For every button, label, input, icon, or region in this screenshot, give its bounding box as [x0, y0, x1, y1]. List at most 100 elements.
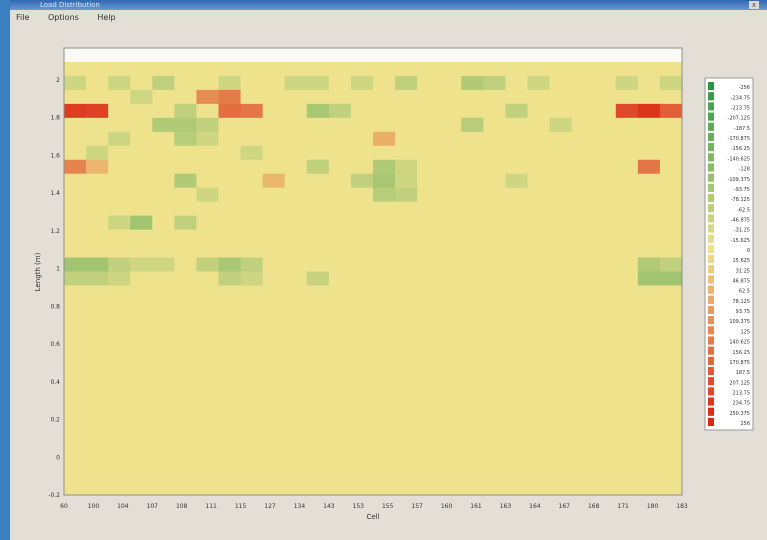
heatmap-cell — [395, 299, 418, 314]
heatmap-cell — [108, 243, 131, 259]
heatmap-cell — [417, 285, 440, 300]
heatmap-cell — [439, 299, 462, 314]
heatmap-cell — [505, 439, 528, 454]
heatmap-cell — [527, 341, 551, 356]
heatmap-cell — [64, 103, 87, 119]
close-button[interactable]: x — [749, 1, 759, 9]
heatmap-cell — [152, 48, 175, 63]
heatmap-cell — [350, 89, 374, 105]
heatmap-cell — [218, 327, 242, 342]
heatmap-cell — [549, 117, 573, 133]
heatmap-cell — [659, 481, 683, 496]
heatmap-cell — [461, 453, 484, 468]
heatmap-cell — [417, 215, 440, 231]
x-tick-label: 157 — [411, 503, 423, 510]
heatmap-cell — [417, 257, 440, 272]
heatmap-cell — [637, 313, 661, 328]
title-bar[interactable]: Load Distribution x — [10, 0, 767, 10]
heatmap-cell — [218, 75, 242, 91]
heatmap-cell — [174, 48, 197, 63]
heatmap-cell — [439, 257, 462, 272]
heatmap-cell — [439, 355, 462, 370]
menu-help[interactable]: Help — [97, 13, 116, 22]
heatmap-cell — [593, 257, 617, 272]
heatmap-cell — [262, 89, 286, 105]
heatmap-cell — [615, 481, 639, 496]
heatmap-cell — [130, 341, 153, 356]
heatmap-cell — [306, 173, 330, 189]
heatmap-cell — [483, 397, 506, 412]
legend-label: 213.75 — [733, 390, 751, 396]
heatmap-cell — [328, 383, 352, 398]
heatmap-cell — [439, 173, 462, 189]
heatmap-cell — [130, 425, 153, 440]
heatmap-cell — [306, 411, 330, 426]
heatmap-cell — [615, 103, 639, 119]
heatmap-cell — [86, 229, 109, 245]
heatmap-cell — [395, 187, 418, 203]
heatmap-cell — [439, 201, 462, 217]
heatmap-cell — [571, 341, 595, 356]
heatmap-cell — [461, 257, 484, 272]
legend-label: -128 — [739, 167, 750, 173]
heatmap-cell — [483, 145, 506, 161]
heatmap-cell — [373, 89, 396, 105]
heatmap-cell — [130, 257, 153, 272]
y-tick-label: -0.2 — [48, 492, 60, 499]
heatmap-cell — [130, 439, 153, 454]
heatmap-cell — [350, 229, 374, 245]
heatmap-cell — [240, 467, 264, 482]
heatmap-cell — [549, 383, 573, 398]
heatmap-cell — [483, 341, 506, 356]
heatmap-cell — [108, 201, 131, 217]
heatmap-cell — [262, 201, 286, 217]
heatmap-cell — [240, 411, 264, 426]
heatmap-cell — [615, 117, 639, 133]
heatmap-cell — [108, 453, 131, 468]
heatmap-cell — [240, 159, 264, 175]
heatmap-cell — [659, 327, 683, 342]
heatmap-cell — [174, 257, 197, 272]
heatmap-cell — [130, 215, 153, 231]
menu-file[interactable]: File — [16, 13, 30, 22]
heatmap-cell — [328, 215, 352, 231]
menu-options[interactable]: Options — [47, 13, 79, 22]
heatmap-cell — [549, 327, 573, 342]
heatmap-cell — [439, 61, 462, 77]
heatmap-cell — [461, 313, 484, 328]
heatmap-cell — [373, 243, 396, 259]
legend-label: 31.25 — [736, 268, 750, 274]
heatmap-cell — [439, 75, 462, 91]
heatmap-cell — [218, 131, 242, 147]
heatmap-cell — [284, 229, 308, 245]
heatmap-cell — [417, 299, 440, 314]
legend-swatch — [708, 346, 714, 355]
heatmap-cell — [86, 369, 109, 384]
y-axis-ticks: 2 1.8 1.6 1.4 1.2 1 0.8 0.6 0.4 0.2 0 -0.2 — [48, 77, 60, 499]
heatmap-cell — [571, 299, 595, 314]
heatmap-cell — [483, 187, 506, 203]
heatmap-cell — [395, 341, 418, 356]
heatmap-cell — [637, 61, 661, 77]
heatmap-cell — [64, 61, 87, 77]
heatmap-cell — [571, 159, 595, 175]
heatmap-cell — [659, 313, 683, 328]
heatmap-cell — [86, 341, 109, 356]
heatmap-cell — [395, 215, 418, 231]
heatmap-cell — [527, 439, 551, 454]
heatmap-cell — [593, 439, 617, 454]
heatmap-cell — [174, 145, 197, 161]
legend-label: -62.5 — [737, 207, 750, 213]
heatmap-cell — [218, 425, 242, 440]
heatmap-cell — [483, 467, 506, 482]
heatmap-cell — [284, 159, 308, 175]
heatmap-cell — [262, 145, 286, 161]
heatmap-cell — [483, 355, 506, 370]
legend-swatch — [708, 255, 714, 264]
heatmap-cell — [615, 201, 639, 217]
heatmap-cell — [108, 229, 131, 245]
heatmap-cell — [174, 201, 197, 217]
heatmap-cell — [218, 355, 242, 370]
heatmap-cell — [373, 257, 396, 272]
heatmap-cell — [483, 159, 506, 175]
